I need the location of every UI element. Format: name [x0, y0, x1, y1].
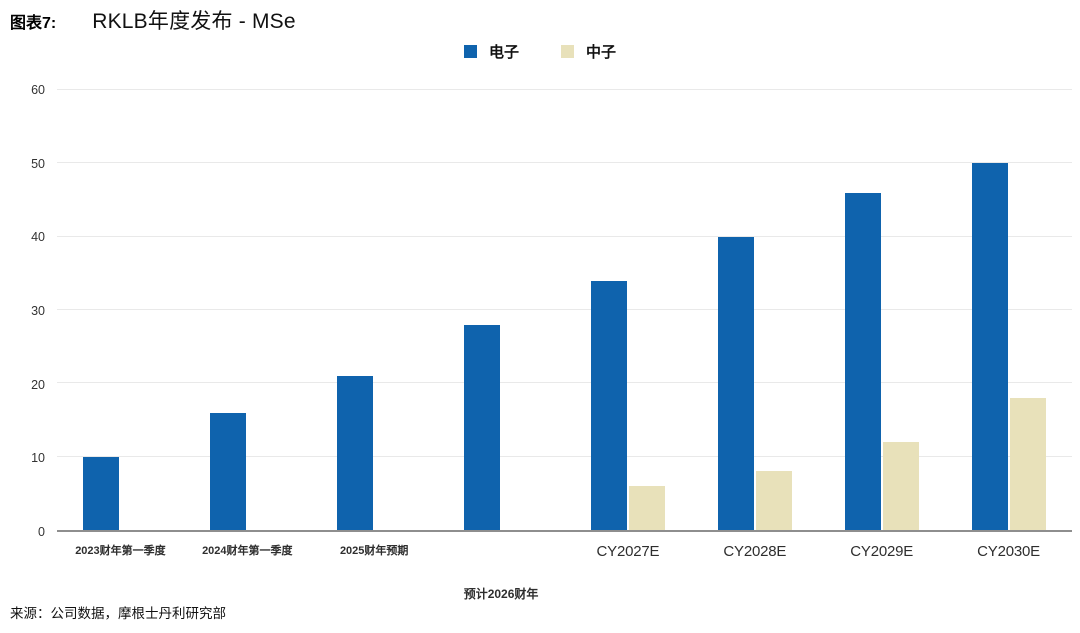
gridline	[57, 235, 1072, 237]
bar-group	[184, 90, 311, 530]
gridline	[57, 382, 1072, 384]
bar-group	[691, 90, 818, 530]
y-tick-label: 30	[31, 304, 45, 318]
bar-chart: 0 10 20 30 40 50 60	[0, 83, 1080, 539]
bar-中子-CY2027E	[628, 486, 665, 530]
bar-电子-预计2026财年	[464, 324, 501, 530]
x-tick-label: 2024财年第一季度	[202, 545, 293, 557]
chart-footer: 来源：公司数据，摩根士丹利研究部	[0, 602, 1080, 623]
bar-电子-2023财年第一季度	[83, 456, 120, 530]
y-tick-label: 60	[31, 83, 45, 97]
bar-电子-2025财年预期	[337, 376, 374, 530]
y-axis-labels: 0 10 20 30 40 50 60	[0, 83, 57, 539]
bar-group	[311, 90, 438, 530]
gridline	[57, 309, 1072, 310]
bar-group	[945, 90, 1072, 530]
chart-legend: 电子 中子	[0, 41, 1080, 62]
legend-swatch-neutron	[561, 44, 574, 58]
bar-group	[565, 90, 692, 530]
bar-groups	[57, 90, 1072, 530]
gridline	[57, 162, 1072, 164]
bar-电子-CY2030E	[971, 163, 1008, 530]
bar-group	[438, 90, 565, 530]
x-axis-labels: 2023财年第一季度 2024财年第一季度 2025财年预期预计2026财年 CY20…	[57, 532, 1072, 604]
gridline	[57, 89, 1072, 90]
bar-电子-CY2028E	[717, 236, 754, 530]
plot-area	[57, 89, 1072, 532]
bar-中子-CY2030E	[1009, 398, 1046, 530]
x-tick-label: 预计2026财年	[463, 587, 539, 601]
chart-header: 图表7: RKLB年度发布 - MSe	[0, 0, 1080, 33]
x-tick-label: CY2030E	[977, 543, 1040, 560]
gridline	[57, 455, 1072, 457]
y-tick-label: 20	[31, 377, 45, 392]
x-tick-label: 2023财年第一季度	[75, 545, 166, 557]
figure-label: 图表7:	[10, 15, 57, 32]
bar-group	[818, 90, 945, 530]
bar-电子-CY2029E	[844, 192, 881, 530]
legend-label-electron: 电子	[488, 43, 519, 61]
x-tick-label: CY2029E	[850, 543, 914, 560]
legend-item-neutron: 中子	[561, 41, 616, 62]
bar-电子-2024财年第一季度	[210, 412, 247, 530]
bar-group	[57, 90, 184, 530]
bar-中子-CY2029E	[882, 442, 919, 530]
chart-title: RKLB年度发布 - MSe	[92, 10, 296, 33]
y-tick-label: 40	[31, 230, 45, 245]
bar-中子-CY2028E	[755, 471, 792, 530]
legend-swatch-electron	[463, 44, 477, 58]
x-tick-label: 2025财年预期	[339, 545, 409, 557]
y-tick-label: 0	[38, 525, 45, 539]
source-text: 来源：公司数据，摩根士丹利研究部	[10, 606, 226, 621]
x-tick-label: CY2028E	[723, 543, 787, 560]
legend-item-electron: 电子	[463, 41, 519, 62]
legend-label-neutron: 中子	[586, 43, 617, 61]
x-tick-label: CY2027E	[596, 543, 660, 560]
y-tick-label: 10	[31, 451, 45, 466]
y-tick-label: 50	[31, 156, 45, 171]
bar-电子-CY2027E	[590, 280, 627, 530]
